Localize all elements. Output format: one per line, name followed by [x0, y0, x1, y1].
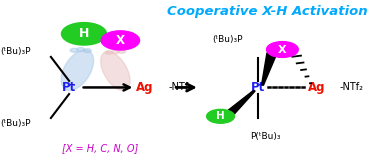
Ellipse shape	[101, 51, 130, 90]
Circle shape	[118, 50, 125, 53]
Circle shape	[70, 48, 78, 52]
Text: H: H	[216, 111, 225, 121]
Circle shape	[101, 31, 139, 50]
Text: X: X	[278, 45, 287, 54]
Circle shape	[83, 49, 91, 53]
Text: [X = H, C, N, O]: [X = H, C, N, O]	[62, 144, 139, 153]
Text: X: X	[116, 34, 125, 47]
Text: (ᵗBu)₃P: (ᵗBu)₃P	[212, 35, 243, 44]
Circle shape	[112, 50, 119, 54]
Text: (ᵗBu)₃P: (ᵗBu)₃P	[0, 47, 31, 56]
Text: Cooperative X-H Activation: Cooperative X-H Activation	[167, 5, 368, 18]
Circle shape	[105, 51, 112, 54]
Text: Ag: Ag	[136, 81, 154, 94]
Polygon shape	[262, 53, 277, 85]
Circle shape	[77, 48, 85, 51]
Text: Ag: Ag	[308, 81, 326, 94]
Circle shape	[62, 23, 107, 45]
Text: -NTf₂: -NTf₂	[168, 82, 192, 92]
Polygon shape	[226, 91, 255, 114]
Circle shape	[266, 42, 298, 57]
Text: -NTf₂: -NTf₂	[339, 82, 364, 92]
Text: (ᵗBu)₃P: (ᵗBu)₃P	[0, 119, 31, 128]
Text: H: H	[79, 27, 89, 40]
Text: P(ᵗBu)₃: P(ᵗBu)₃	[251, 132, 281, 141]
Text: Pt: Pt	[251, 81, 265, 94]
Ellipse shape	[61, 50, 94, 90]
Text: Pt: Pt	[62, 81, 76, 94]
Circle shape	[207, 109, 234, 123]
